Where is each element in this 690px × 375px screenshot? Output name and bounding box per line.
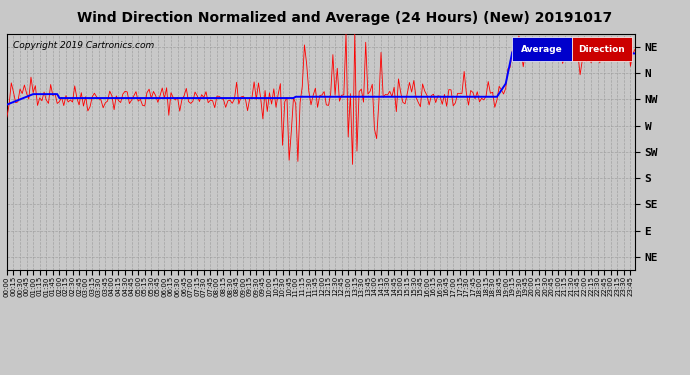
Text: Copyright 2019 Cartronics.com: Copyright 2019 Cartronics.com <box>13 41 155 50</box>
Text: Direction: Direction <box>578 45 625 54</box>
Text: Average: Average <box>522 45 563 54</box>
Text: Wind Direction Normalized and Average (24 Hours) (New) 20191017: Wind Direction Normalized and Average (2… <box>77 11 613 25</box>
FancyBboxPatch shape <box>572 37 631 61</box>
FancyBboxPatch shape <box>513 37 572 61</box>
